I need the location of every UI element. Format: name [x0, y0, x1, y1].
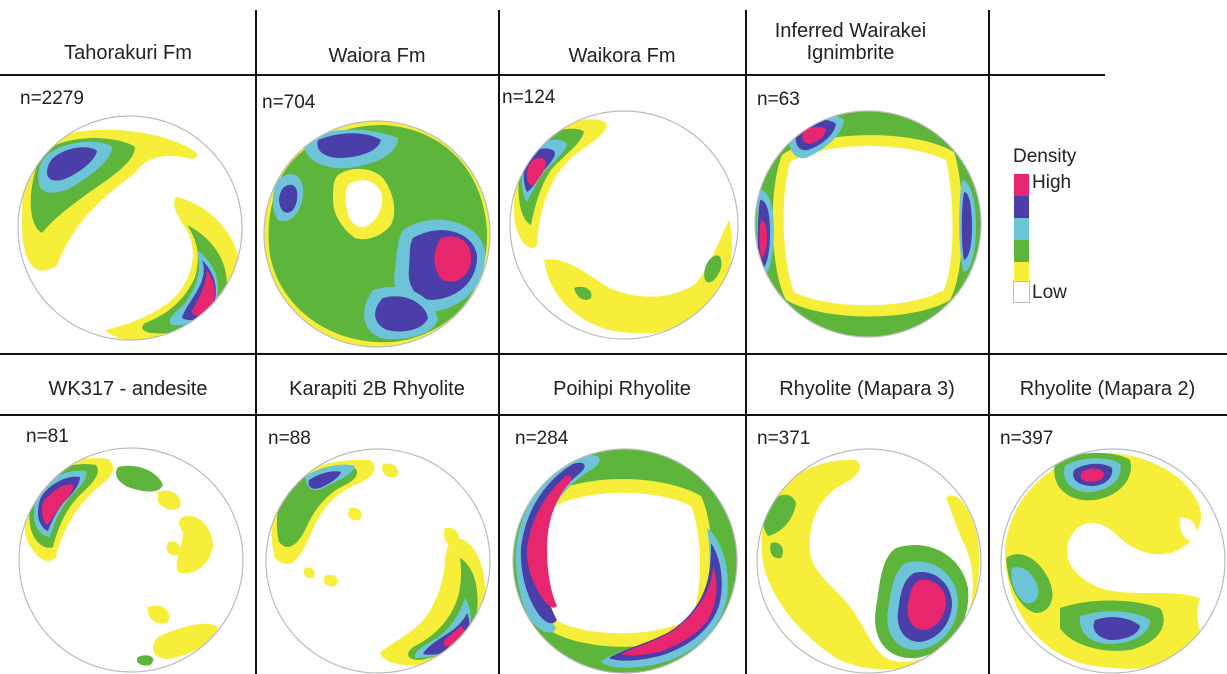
count-poihipi: n=284	[515, 428, 569, 449]
title-mapara-2: Rhyolite (Mapara 2)	[1019, 378, 1196, 400]
legend-low-label: Low	[1032, 282, 1067, 303]
middle-row-divider	[0, 353, 1227, 355]
title-poihipi: Poihipi Rhyolite	[553, 378, 691, 400]
count-mapara-2: n=397	[1000, 428, 1054, 449]
count-waikora: n=124	[502, 87, 556, 108]
stereonet-inferred-wairakei	[754, 110, 982, 338]
column-divider-1	[255, 10, 257, 674]
top-header-divider	[0, 74, 1105, 76]
title-waiora: Waiora Fm	[328, 45, 426, 67]
legend-title: Density	[1013, 146, 1077, 167]
title-karapiti: Karapiti 2B Rhyolite	[289, 378, 465, 400]
column-divider-2	[498, 10, 500, 674]
title-inferred-wairakei: Inferred Wairakei Ignimbrite	[774, 20, 927, 64]
count-mapara-3: n=371	[757, 428, 811, 449]
count-inferred-wairakei: n=63	[757, 89, 800, 110]
title-mapara-3: Rhyolite (Mapara 3)	[779, 378, 955, 400]
stereonet-mapara-2	[1000, 448, 1226, 674]
count-karapiti: n=88	[268, 428, 311, 449]
column-divider-4	[988, 10, 990, 674]
stereonet-mapara-3	[756, 448, 982, 674]
stereonet-tahorakuri	[17, 115, 243, 341]
column-divider-3	[745, 10, 747, 674]
stereonet-wk317	[18, 447, 244, 673]
stereonet-waiora	[263, 120, 491, 348]
legend-color-bar	[1013, 174, 1030, 303]
stereonet-poihipi	[512, 448, 738, 674]
title-wk317: WK317 - andesite	[48, 378, 208, 400]
bottom-header-divider	[0, 414, 1227, 416]
stereonet-waikora	[509, 110, 739, 340]
count-tahorakuri: n=2279	[20, 88, 84, 109]
title-tahorakuri: Tahorakuri Fm	[64, 42, 192, 64]
stereonet-karapiti	[265, 448, 491, 674]
title-waikora: Waikora Fm	[568, 45, 676, 67]
legend-high-label: High	[1032, 172, 1072, 193]
count-waiora: n=704	[262, 92, 316, 113]
count-wk317: n=81	[26, 426, 69, 447]
